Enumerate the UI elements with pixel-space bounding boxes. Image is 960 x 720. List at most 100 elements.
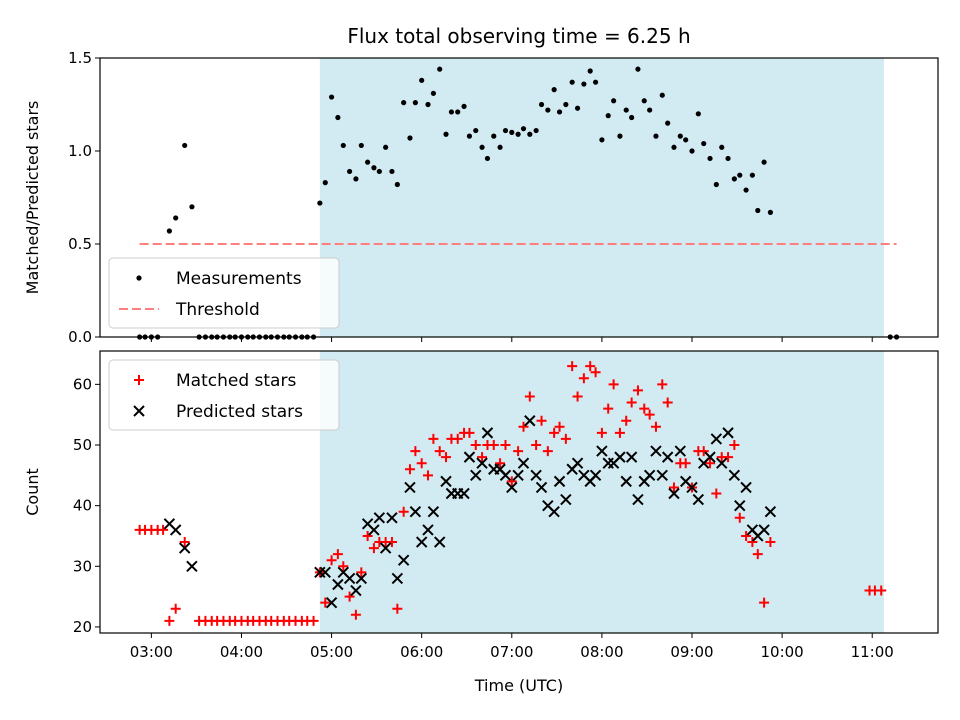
data-point: [173, 215, 179, 221]
data-point: [368, 543, 379, 554]
data-point: [524, 415, 536, 427]
data-point: [647, 107, 653, 113]
legend: Measurements Threshold: [108, 257, 340, 329]
data-point: [515, 131, 521, 137]
data-point: [383, 144, 389, 150]
data-point: [500, 440, 511, 450]
data-point: [668, 482, 679, 493]
data-point: [497, 144, 503, 150]
data-point: [686, 481, 698, 494]
data-point: [665, 120, 671, 126]
data-point: [365, 159, 371, 165]
data-point: [441, 452, 452, 463]
data-point: [581, 81, 587, 87]
x-tick-label: 07:00: [490, 643, 533, 661]
data-point: [656, 469, 668, 482]
data-point: [166, 228, 172, 234]
legend-label: Measurements: [176, 269, 302, 289]
data-point: [531, 440, 542, 450]
data-point: [611, 98, 617, 104]
data-point: [518, 421, 529, 432]
x-tick-label: 04:00: [220, 643, 263, 661]
count-panel: 20 30 40 50 60 03:00 04:00 05:00 06:00 07:00 08:00…: [23, 350, 939, 661]
legend-label: Matched stars: [176, 371, 296, 391]
data-point: [513, 446, 524, 457]
data-point: [677, 133, 683, 139]
data-point: [723, 452, 734, 463]
y-tick-label: 40: [73, 497, 92, 515]
data-point: [495, 458, 506, 469]
data-point: [332, 578, 344, 591]
data-point: [464, 427, 475, 438]
data-point: [563, 101, 569, 108]
legend-box: [108, 257, 340, 329]
data-point: [179, 537, 190, 548]
legend-marker: [136, 275, 142, 281]
y-axis-label: Count: [23, 468, 42, 516]
data-point: [506, 481, 518, 494]
data-point: [608, 379, 619, 390]
x-tick-label: 10:00: [760, 643, 803, 661]
data-point: [164, 615, 175, 626]
data-point: [701, 140, 707, 147]
legend-box: [108, 359, 340, 431]
data-point: [710, 433, 723, 445]
chart-title: Flux total observing time = 6.25 h: [347, 24, 690, 48]
data-point: [716, 457, 728, 469]
y-tick-label: 50: [73, 436, 92, 454]
data-point: [458, 487, 470, 500]
legend-marker: [134, 375, 144, 385]
data-point: [731, 176, 737, 182]
observing-interval-band: [319, 58, 884, 337]
data-point: [178, 542, 191, 554]
data-point: [759, 597, 770, 608]
data-point: [698, 446, 709, 457]
data-point: [590, 367, 601, 378]
legend-marker: [133, 405, 145, 417]
data-point: [641, 98, 647, 104]
data-point: [404, 481, 416, 494]
data-point: [621, 415, 632, 426]
data-point: [599, 137, 605, 143]
y-tick-label: 0.0: [68, 328, 92, 346]
data-point: [425, 101, 431, 108]
data-point: [437, 66, 443, 72]
data-point: [386, 537, 397, 548]
data-point: [614, 427, 625, 438]
data-point: [538, 101, 545, 108]
data-point: [629, 114, 635, 121]
data-point: [412, 100, 418, 106]
data-point: [397, 554, 410, 566]
data-point: [617, 133, 623, 139]
data-point: [461, 103, 467, 109]
ratio-panel: 0.0 0.5 1.0 1.5 Matched/Predicted stars Measu…: [23, 49, 939, 346]
data-point: [407, 135, 413, 141]
data-point: [473, 127, 479, 134]
data-point: [481, 427, 494, 439]
data-point: [549, 427, 560, 438]
data-point: [572, 391, 583, 402]
data-point: [470, 440, 481, 450]
data-point: [752, 549, 763, 560]
data-point: [410, 446, 421, 457]
observing-interval-band: [319, 351, 884, 633]
data-point: [758, 524, 770, 536]
data-point: [340, 142, 346, 149]
data-point: [765, 537, 776, 548]
data-point: [729, 440, 740, 450]
data-point: [488, 440, 499, 450]
data-point: [657, 379, 668, 390]
series-1: [137, 66, 900, 340]
x-tick-label: 06:00: [400, 643, 443, 661]
data-point: [484, 155, 491, 162]
data-point: [422, 524, 434, 536]
data-point: [170, 603, 181, 614]
data-point: [876, 585, 887, 596]
data-point: [520, 126, 527, 132]
data-point: [705, 458, 716, 469]
data-point: [356, 567, 367, 578]
data-point: [509, 129, 515, 135]
data-point: [662, 397, 673, 408]
data-point: [578, 373, 589, 384]
